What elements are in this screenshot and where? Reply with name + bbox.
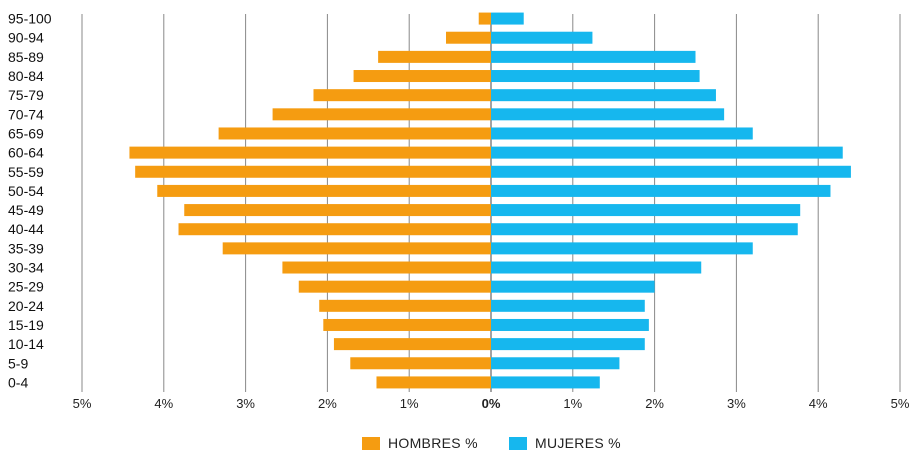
category-labels: 95-100 90-94 85-89 80-84 75-79 70-74 65-69 60-6… [8, 11, 52, 391]
bar-hombres [282, 261, 491, 274]
bar-mujeres [491, 108, 725, 121]
bar-mujeres [491, 31, 593, 44]
x-tick-label: 5% [891, 396, 910, 411]
bar-mujeres [491, 299, 645, 312]
bar-hombres [184, 204, 491, 217]
bar-mujeres [491, 204, 801, 217]
category-label: 75-79 [8, 87, 44, 103]
category-label: 45-49 [8, 202, 44, 218]
bar-mujeres [491, 261, 702, 274]
legend-swatch-mujeres [509, 436, 527, 450]
x-tick-label: 3% [727, 396, 746, 411]
x-tick-labels: 5% 4% 3% 2% 1% 0% 1% 2% 3% 4% 5% [73, 396, 910, 411]
bar-mujeres [491, 127, 753, 140]
bar-hombres [298, 280, 491, 293]
x-tick-label: 1% [400, 396, 419, 411]
x-tick-label: 0% [482, 396, 501, 411]
category-label: 95-100 [8, 11, 52, 27]
category-label: 35-39 [8, 240, 44, 256]
bar-hombres [323, 318, 491, 331]
x-tick-label: 2% [318, 396, 337, 411]
legend-label-hombres: HOMBRES % [388, 435, 478, 451]
bar-mujeres [491, 318, 649, 331]
x-tick-label: 3% [236, 396, 255, 411]
category-label: 55-59 [8, 164, 44, 180]
bars [129, 12, 851, 389]
bar-mujeres [491, 70, 700, 83]
category-label: 65-69 [8, 125, 44, 141]
bar-mujeres [491, 184, 831, 197]
bar-hombres [319, 299, 491, 312]
bar-mujeres [491, 146, 843, 159]
category-label: 70-74 [8, 106, 44, 122]
bar-hombres [446, 31, 491, 44]
category-label: 90-94 [8, 30, 44, 46]
x-tick-label: 4% [809, 396, 828, 411]
x-tick-label: 5% [73, 396, 92, 411]
category-label: 0-4 [8, 374, 28, 390]
bar-hombres [313, 89, 491, 102]
bar-hombres [218, 127, 492, 140]
category-label: 60-64 [8, 145, 44, 161]
legend-swatch-hombres [362, 436, 380, 450]
category-label: 20-24 [8, 298, 44, 314]
category-label: 25-29 [8, 279, 44, 295]
x-tick-label: 2% [645, 396, 664, 411]
bar-mujeres [491, 223, 798, 236]
bar-hombres [376, 376, 491, 389]
bar-hombres [478, 12, 491, 25]
bar-hombres [272, 108, 491, 121]
bar-hombres [353, 70, 491, 83]
population-pyramid-chart: 95-100 90-94 85-89 80-84 75-79 70-74 65-69 60-6… [8, 11, 910, 411]
bar-mujeres [491, 12, 524, 25]
legend: HOMBRES % MUJERES % [0, 434, 910, 452]
bar-mujeres [491, 338, 645, 351]
category-label: 85-89 [8, 49, 44, 65]
x-tick-label: 4% [154, 396, 173, 411]
bar-mujeres [491, 89, 716, 102]
legend-label-mujeres: MUJERES % [535, 435, 621, 451]
bar-hombres [178, 223, 491, 236]
bar-hombres [333, 338, 491, 351]
bar-mujeres [491, 357, 620, 370]
bar-hombres [222, 242, 491, 255]
bar-hombres [350, 357, 491, 370]
category-label: 40-44 [8, 221, 44, 237]
category-label: 80-84 [8, 68, 44, 84]
category-label: 5-9 [8, 355, 28, 371]
bar-hombres [129, 146, 491, 159]
category-label: 30-34 [8, 260, 44, 276]
bar-hombres [157, 184, 491, 197]
x-tick-label: 1% [563, 396, 582, 411]
bar-mujeres [491, 165, 851, 178]
bar-mujeres [491, 50, 696, 63]
legend-item-hombres: HOMBRES % [362, 434, 478, 452]
bar-hombres [378, 50, 491, 63]
category-label: 50-54 [8, 183, 44, 199]
legend-item-mujeres: MUJERES % [509, 434, 621, 452]
bar-mujeres [491, 280, 655, 293]
category-label: 15-19 [8, 317, 44, 333]
category-label: 10-14 [8, 336, 44, 352]
bar-mujeres [491, 376, 600, 389]
bar-hombres [135, 165, 492, 178]
bar-mujeres [491, 242, 753, 255]
